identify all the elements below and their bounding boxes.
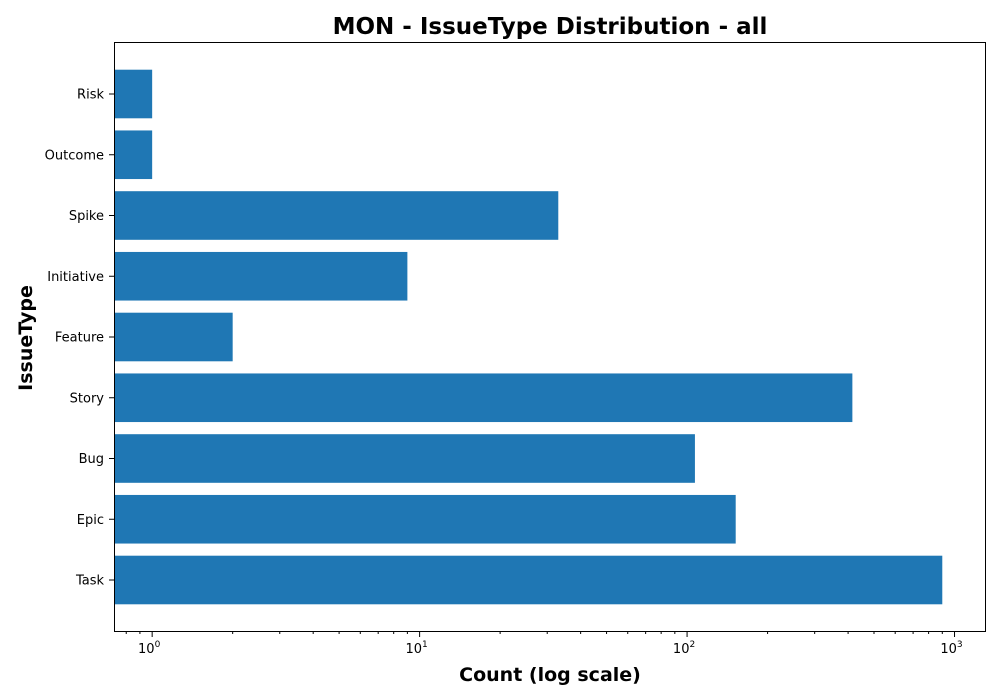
- chart-title: MON - IssueType Distribution - all: [333, 14, 768, 40]
- plot-frame: [114, 42, 986, 632]
- bars-group: [114, 69, 943, 605]
- y-axis-ticks: Task Epic Bug Story Feature Initiative Spike Ou…: [45, 88, 114, 589]
- bar-risk: [114, 69, 153, 119]
- y-tick-label: Initiative: [47, 270, 104, 285]
- x-tick-label: 102: [673, 640, 695, 657]
- y-tick-label: Outcome: [45, 148, 104, 163]
- x-tick-label: 100: [138, 640, 161, 657]
- x-axis-ticks: 100 101 102 103: [125, 631, 963, 657]
- bar-task: [114, 555, 943, 605]
- x-tick-label: 101: [405, 640, 427, 657]
- y-tick-label: Epic: [77, 513, 104, 528]
- bar-feature: [114, 312, 233, 362]
- y-tick-label: Feature: [55, 331, 104, 346]
- bar-initiative: [114, 251, 408, 301]
- bar-epic: [114, 494, 736, 544]
- bar-bug: [114, 434, 695, 483]
- y-tick-label: Spike: [69, 209, 104, 224]
- bar-spike: [114, 191, 559, 240]
- y-axis-label: IssueType: [15, 285, 37, 391]
- bar-story: [114, 373, 853, 423]
- y-tick-label: Task: [75, 574, 105, 589]
- y-tick-label: Bug: [79, 452, 104, 467]
- x-tick-label: 103: [940, 640, 962, 657]
- bar-outcome: [114, 130, 153, 180]
- x-axis-label: Count (log scale): [459, 664, 641, 686]
- y-tick-label: Story: [70, 391, 105, 406]
- y-tick-label: Risk: [77, 88, 104, 103]
